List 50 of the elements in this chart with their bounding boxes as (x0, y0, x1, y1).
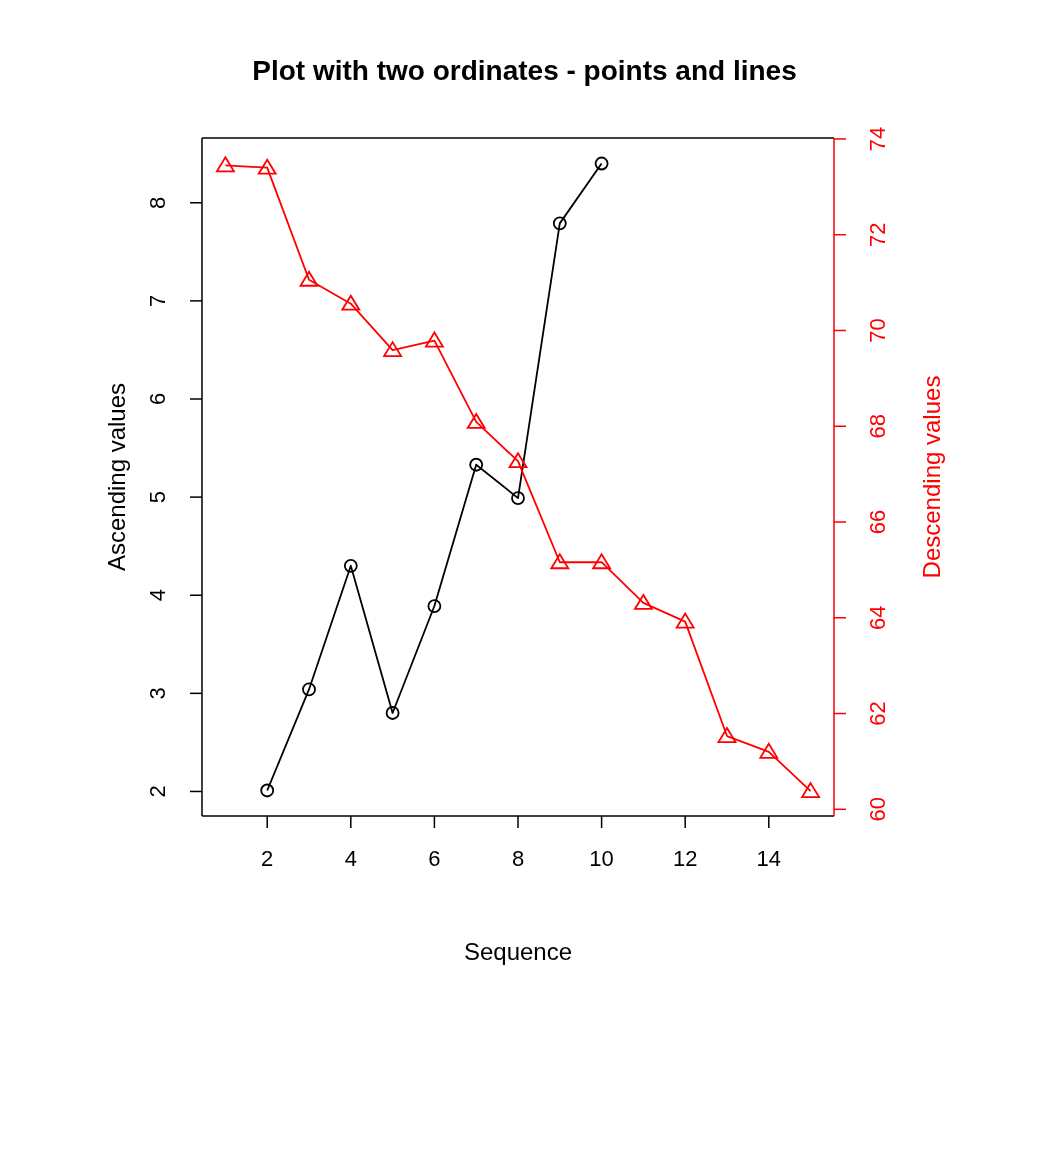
y-tick-label: 2 (145, 785, 171, 798)
point (385, 706, 400, 720)
chart-title: Plot with two ordinates - points and lines (251, 55, 798, 87)
y-tick-label: 4 (145, 589, 171, 602)
point (343, 558, 358, 573)
point (592, 553, 611, 570)
point (466, 413, 486, 429)
point (801, 782, 820, 798)
point (427, 599, 442, 613)
point (552, 216, 567, 231)
point (257, 158, 277, 175)
x-axis-title: Sequence (463, 938, 573, 965)
point (383, 341, 402, 358)
point (216, 156, 235, 173)
y-tick-label: 8 (145, 196, 171, 209)
point (508, 452, 528, 469)
y2-tick-label: 66 (865, 509, 891, 535)
point (469, 457, 484, 472)
x-tick-label: 2 (261, 845, 274, 871)
x-tick-label: 12 (672, 845, 698, 871)
x-tick-label: 4 (344, 845, 357, 871)
x-tick-label: 8 (511, 845, 525, 871)
y-axis-title: Ascending values (102, 382, 130, 572)
y-tick-label: 7 (145, 294, 171, 307)
y2-tick-label: 62 (865, 701, 891, 726)
point (759, 742, 779, 759)
point (302, 682, 316, 697)
x-tick-label: 14 (756, 845, 782, 871)
y2-axis-title: Descending values (917, 375, 945, 579)
point (425, 331, 444, 348)
y2-tick-label: 72 (865, 222, 891, 247)
point (634, 594, 653, 610)
y2-tick-label: 60 (865, 797, 891, 822)
point (511, 491, 525, 505)
point (675, 612, 695, 629)
point (717, 727, 737, 743)
y-tick-label: 5 (145, 490, 171, 504)
point (594, 156, 609, 171)
point (260, 783, 275, 798)
x-tick-label: 6 (428, 845, 441, 871)
point (550, 553, 570, 570)
point (299, 270, 319, 287)
point (341, 294, 361, 311)
y2-tick-label: 74 (865, 126, 891, 152)
y-tick-label: 3 (145, 687, 171, 700)
x-tick-label: 10 (589, 845, 614, 871)
y2-tick-label: 70 (865, 318, 891, 343)
y2-tick-label: 64 (865, 605, 891, 631)
y-tick-label: 6 (145, 392, 171, 406)
y2-tick-label: 68 (865, 414, 891, 439)
